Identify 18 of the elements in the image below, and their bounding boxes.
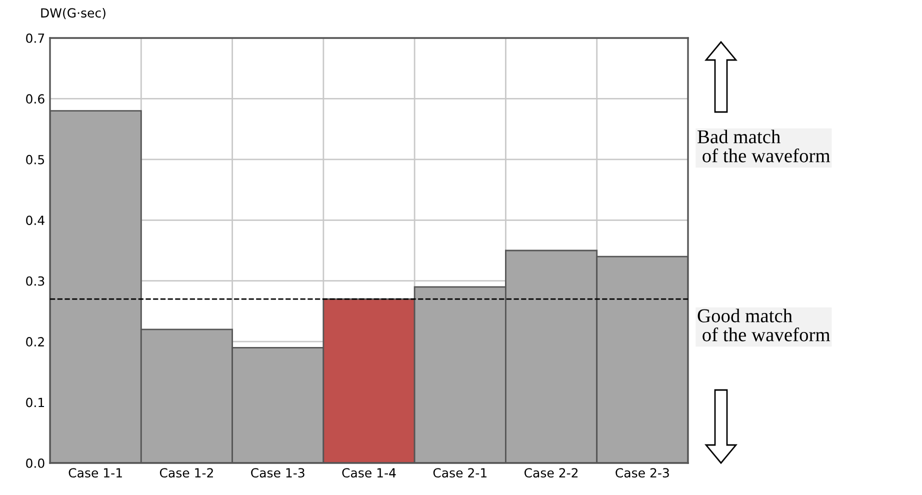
x-tick-label: Case 2-1 (433, 468, 486, 478)
text: Good match of the waveform (698, 308, 830, 342)
y-tick-label: 0.5 (26, 154, 44, 164)
y-tick-label: 0.0 (26, 458, 44, 468)
x-tick-label: Case 2-3 (616, 468, 669, 478)
x-tick-label: Case 1-2 (160, 468, 213, 478)
x-tick-label: Case 1-4 (342, 468, 396, 478)
text: Bad match of the waveform (698, 130, 830, 162)
y-tick-label: 0.3 (26, 276, 44, 286)
y-tick-label: 0.4 (26, 216, 44, 226)
y-tick-label: 0.2 (26, 337, 44, 346)
x-tick-label: Case 1-3 (251, 468, 304, 478)
y-tick-label: 0.6 (26, 94, 44, 104)
x-tick-label: Case 2-2 (524, 468, 578, 478)
y-tick-label: 0.1 (26, 398, 44, 408)
x-tick-label: Case 1-1 (68, 468, 122, 478)
y-axis-title: DW(G·sec) (41, 8, 106, 20)
y-tick-label: 0.7 (26, 33, 44, 43)
